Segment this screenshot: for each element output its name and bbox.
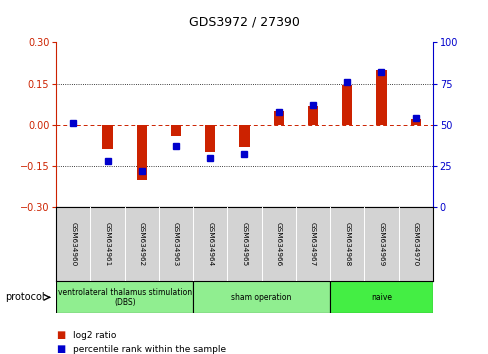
Text: GDS3972 / 27390: GDS3972 / 27390 xyxy=(189,15,299,28)
Bar xyxy=(341,85,351,125)
Bar xyxy=(171,125,181,136)
Text: percentile rank within the sample: percentile rank within the sample xyxy=(73,345,226,354)
Text: GSM634968: GSM634968 xyxy=(344,222,349,266)
Bar xyxy=(136,125,146,180)
Text: GSM634961: GSM634961 xyxy=(104,222,110,266)
Bar xyxy=(409,119,420,125)
Bar xyxy=(329,281,432,313)
Text: naive: naive xyxy=(370,293,391,302)
Text: GSM634967: GSM634967 xyxy=(309,222,315,266)
Text: GSM634965: GSM634965 xyxy=(241,222,247,266)
Bar xyxy=(375,70,386,125)
Bar xyxy=(239,125,249,147)
Text: GSM634970: GSM634970 xyxy=(412,222,418,266)
Text: log2 ratio: log2 ratio xyxy=(73,331,117,340)
Text: sham operation: sham operation xyxy=(231,293,291,302)
Text: GSM634962: GSM634962 xyxy=(139,222,144,266)
Text: GSM634966: GSM634966 xyxy=(275,222,281,266)
Bar xyxy=(56,281,193,313)
Bar xyxy=(102,125,112,149)
Bar xyxy=(273,111,283,125)
Text: GSM634963: GSM634963 xyxy=(173,222,179,266)
Text: ventrolateral thalamus stimulation
(DBS): ventrolateral thalamus stimulation (DBS) xyxy=(58,288,191,307)
Bar xyxy=(204,125,215,152)
Text: ■: ■ xyxy=(56,344,65,354)
Bar xyxy=(193,281,329,313)
Text: ■: ■ xyxy=(56,330,65,340)
Text: GSM634969: GSM634969 xyxy=(378,222,384,266)
Text: GSM634960: GSM634960 xyxy=(70,222,76,266)
Text: GSM634964: GSM634964 xyxy=(207,222,213,266)
Text: protocol: protocol xyxy=(5,292,44,302)
Bar xyxy=(307,105,317,125)
